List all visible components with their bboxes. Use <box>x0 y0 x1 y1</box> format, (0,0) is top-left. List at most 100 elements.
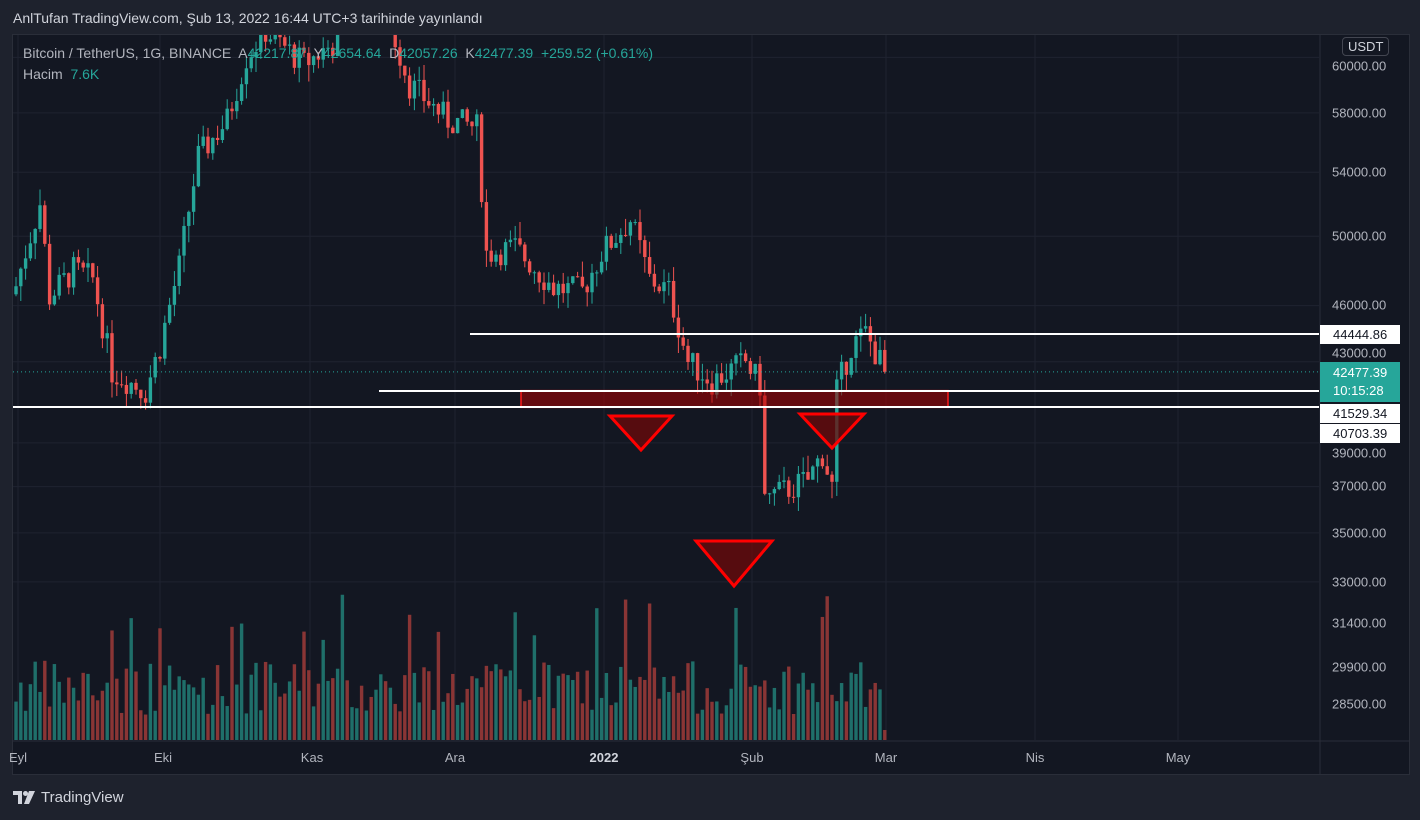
volume-bar <box>220 696 225 740</box>
price-axis-label: 35000.00 <box>1332 525 1387 541</box>
volume-bar <box>259 710 263 740</box>
candle-body <box>379 5 382 15</box>
candle-body <box>302 47 306 53</box>
volume-bar <box>47 706 52 740</box>
volume-bar <box>52 664 57 740</box>
volume-bar <box>647 603 652 740</box>
volume-bar <box>398 711 402 740</box>
volume-bar <box>599 697 604 740</box>
candle-body <box>518 238 522 245</box>
candle-body <box>365 0 368 21</box>
volume-bar <box>556 675 561 740</box>
volume-bar <box>489 671 493 740</box>
candle-body <box>633 222 637 224</box>
currency-badge[interactable]: USDT <box>1342 37 1390 56</box>
volume-bar <box>403 675 407 740</box>
brand-name: TradingView <box>41 789 124 806</box>
volume-bar <box>287 681 292 740</box>
volume-bar <box>849 672 853 740</box>
volume-bar <box>854 673 858 740</box>
volume-bar <box>263 661 268 740</box>
candle-body <box>350 11 353 20</box>
volume-bar <box>249 674 253 740</box>
candle-body <box>153 357 157 378</box>
volume-bar <box>667 691 671 740</box>
candle-body <box>719 373 724 383</box>
candle-body <box>705 379 709 384</box>
candle-body <box>451 127 455 134</box>
low-label: D <box>389 45 400 61</box>
volume-bar <box>691 661 695 740</box>
volume-bar <box>460 702 465 740</box>
candle-body <box>100 304 105 339</box>
candle-body <box>638 222 642 241</box>
candle-body <box>777 481 781 490</box>
candle-body <box>422 79 426 102</box>
candle-body <box>389 26 392 28</box>
time-axis-label: Nis <box>1025 750 1045 765</box>
volume-bar <box>81 672 85 740</box>
candle-body <box>263 35 268 42</box>
price-axis-label: 39000.00 <box>1332 445 1387 461</box>
volume-bar <box>859 662 863 740</box>
volume-bar <box>796 683 801 740</box>
candle-body <box>341 14 344 23</box>
candle-body <box>619 234 623 243</box>
volume-bar <box>499 669 503 740</box>
volume-bar <box>23 710 28 740</box>
candle-body <box>124 384 129 394</box>
candle-body <box>86 263 90 268</box>
candle-body <box>158 357 162 359</box>
volume-bar <box>110 630 114 740</box>
volume-bar <box>19 682 23 740</box>
volume-bar <box>225 706 229 740</box>
volume-bar <box>801 672 805 740</box>
candle-body <box>393 35 397 48</box>
price-axis-label: 60000.00 <box>1332 58 1387 74</box>
candle-body <box>403 65 407 76</box>
candle-body <box>412 80 417 99</box>
candle-body <box>254 51 258 58</box>
volume-bar <box>33 661 37 740</box>
candle-body <box>172 285 177 305</box>
price-axis-label: 43000.00 <box>1332 345 1387 361</box>
candle-body <box>177 255 181 286</box>
volume-bar <box>628 679 633 740</box>
symbol-name[interactable]: Bitcoin / TetherUS, 1G, BINANCE <box>23 45 232 61</box>
candle-body <box>873 341 877 365</box>
candle-body <box>667 280 671 283</box>
candle-body <box>628 222 633 236</box>
candle-body <box>292 44 297 68</box>
volume-bar <box>374 689 378 740</box>
low-value: 42057.26 <box>399 45 458 61</box>
candle-body <box>134 382 138 390</box>
volume-bar <box>148 663 153 740</box>
volume-bar <box>187 684 191 740</box>
candle-body <box>115 382 119 385</box>
candle-body <box>427 101 431 106</box>
volume-bar <box>734 607 738 740</box>
volume-bar <box>542 662 546 740</box>
volume-bar <box>710 701 714 740</box>
candle-body <box>806 472 810 480</box>
candle-body <box>23 258 28 269</box>
price-axis-label: 33000.00 <box>1332 574 1387 590</box>
volume-bar <box>844 701 849 740</box>
volume-bar <box>604 673 609 740</box>
candle-body <box>527 261 532 273</box>
candle-body <box>206 136 210 154</box>
candle-body <box>311 56 316 66</box>
candle-body <box>187 211 191 226</box>
volume-bar <box>700 709 705 740</box>
volume-bar <box>167 665 172 740</box>
candle-body <box>143 398 148 403</box>
volume-bar <box>729 688 733 740</box>
price-tag-41529: 41529.34 <box>1320 404 1400 423</box>
high-value: 42654.64 <box>322 45 382 61</box>
volume-bar <box>590 709 594 740</box>
current-price-tag: 42477.39 10:15:28 <box>1320 362 1400 402</box>
price-axis-label: 50000.00 <box>1332 228 1387 244</box>
volume-bar <box>508 670 513 740</box>
volume-bar <box>119 712 124 740</box>
